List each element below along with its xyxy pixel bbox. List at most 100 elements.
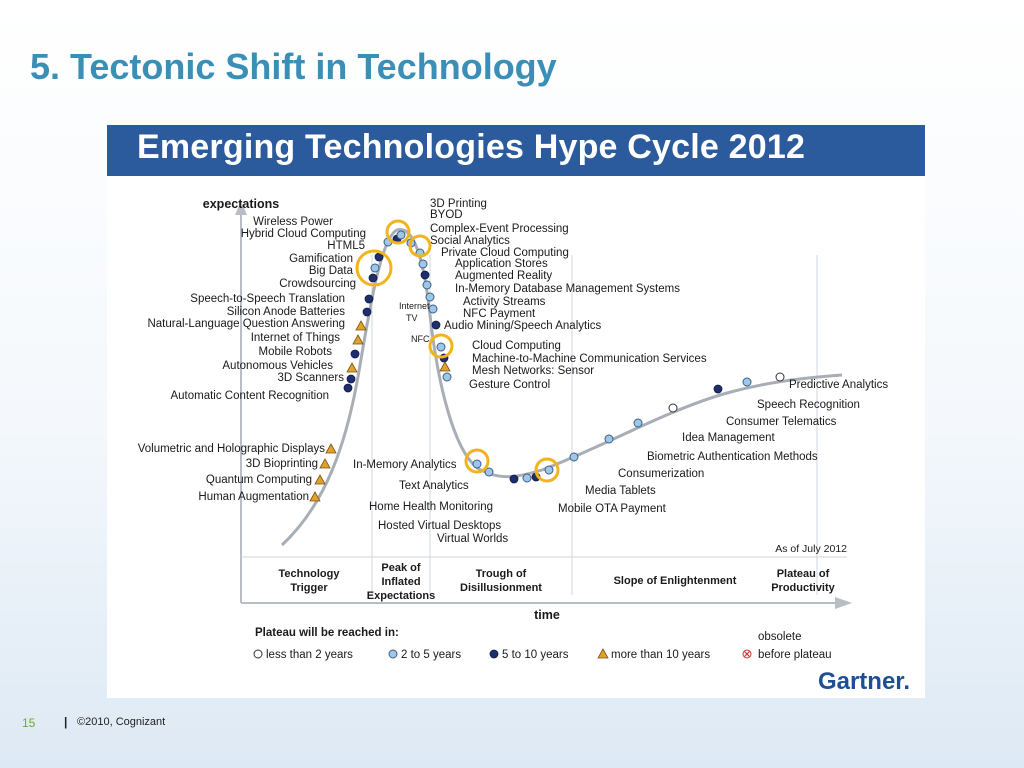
marker-3d-bioprinting <box>319 458 331 469</box>
label-crowdsourcing: Crowdsourcing <box>279 278 356 290</box>
label-speech-to-speech-translation: Speech-to-Speech Translation <box>190 293 345 305</box>
label-human-augmentation: Human Augmentation <box>198 491 309 503</box>
marker-predictive-analytics <box>775 372 785 382</box>
marker-volumetric-and-holographic-displays <box>325 443 337 454</box>
label-big-data: Big Data <box>309 265 354 277</box>
label-3d-scanners: 3D Scanners <box>278 372 345 384</box>
label-3d-bioprinting: 3D Bioprinting <box>246 458 318 470</box>
marker-internet-of-things <box>352 334 364 345</box>
marker-augmented-reality <box>420 270 430 280</box>
side-label-nfc: NFC <box>411 334 430 344</box>
footer-separator: | <box>64 715 68 729</box>
legend-marker-less-than-2-years <box>253 649 263 659</box>
marker-in-memory-database-management-systems <box>422 280 432 290</box>
label-biometric-authentication-methods: Biometric Authentication Methods <box>647 451 818 463</box>
label-quantum-computing: Quantum Computing <box>206 474 312 486</box>
label-consumer-telematics: Consumer Telematics <box>726 416 837 428</box>
label-social-analytics: Social Analytics <box>430 235 510 247</box>
label-private-cloud-computing: Private Cloud Computing <box>441 247 569 259</box>
marker-mesh-networks-sensor <box>439 361 451 372</box>
label-mobile-robots: Mobile Robots <box>258 346 332 358</box>
hype-cycle-figure: Emerging Technologies Hype Cycle 2012 ex… <box>107 125 925 698</box>
label-hosted-virtual-desktops: Hosted Virtual Desktops <box>378 520 501 532</box>
label-media-tablets: Media Tablets <box>585 485 656 497</box>
highlight-ring-1 <box>385 219 411 245</box>
marker-audio-mining-speech-analytics <box>431 320 441 330</box>
marker-in-memory-analytics <box>472 459 482 469</box>
label-automatic-content-recognition: Automatic Content Recognition <box>170 390 329 402</box>
as-of-label: As of July 2012 <box>775 543 847 555</box>
label-html5: HTML5 <box>327 240 365 252</box>
label-audio-mining-speech-analytics: Audio Mining/Speech Analytics <box>444 320 602 332</box>
marker-consumerization <box>604 434 614 444</box>
label-complex-event-processing: Complex-Event Processing <box>430 223 569 235</box>
label-virtual-worlds: Virtual Worlds <box>437 533 508 545</box>
marker-hosted-virtual-desktops <box>522 473 532 483</box>
marker-speech-recognition <box>742 377 752 387</box>
phase-label-5-line-2: Productivity <box>771 582 835 594</box>
label-wireless-power: Wireless Power <box>253 216 333 228</box>
label-silicon-anode-batteries: Silicon Anode Batteries <box>227 306 346 318</box>
marker-crowdsourcing <box>368 273 378 283</box>
label-mobile-ota-payment: Mobile OTA Payment <box>558 503 667 515</box>
marker-automatic-content-recognition <box>343 383 353 393</box>
marker-quantum-computing <box>314 474 326 485</box>
side-label-internet: Internet <box>399 301 430 311</box>
highlight-ring-3 <box>355 249 393 287</box>
slide-title: 5. Tectonic Shift in Technology <box>30 46 557 87</box>
phase-label-5-line-1: Plateau of <box>777 568 830 580</box>
marker-home-health-monitoring <box>509 474 519 484</box>
label-application-stores: Application Stores <box>455 258 548 270</box>
label-cloud-computing: Cloud Computing <box>472 340 561 352</box>
label-internet-of-things: Internet of Things <box>251 332 341 344</box>
hype-curve <box>280 228 843 547</box>
x-axis-label: time <box>534 608 560 622</box>
highlight-ring-4 <box>428 333 454 359</box>
phase-label-1-line-1: Technology <box>279 568 341 580</box>
label-home-health-monitoring: Home Health Monitoring <box>369 501 493 513</box>
marker-nfc-payment <box>428 304 438 314</box>
marker-silicon-anode-batteries <box>362 307 372 317</box>
label-gamification: Gamification <box>289 253 353 265</box>
label-autonomous-vehicles: Autonomous Vehicles <box>222 360 333 372</box>
legend-label-obsolete-line2: before plateau <box>758 649 832 661</box>
marker-mobile-robots <box>350 349 360 359</box>
label-speech-recognition: Speech Recognition <box>757 399 860 411</box>
label-byod: BYOD <box>430 209 463 221</box>
legend-label-2-to-5-years: 2 to 5 years <box>401 649 461 661</box>
label-in-memory-database-management-systems: In-Memory Database Management Systems <box>455 283 680 295</box>
label-consumerization: Consumerization <box>618 468 704 480</box>
marker-activity-streams <box>425 292 435 302</box>
gartner-logo: Gartner. <box>818 668 910 695</box>
legend-label-obsolete-line1: obsolete <box>758 631 801 643</box>
label-3d-printing: 3D Printing <box>430 198 487 210</box>
marker-application-stores <box>418 259 428 269</box>
marker-gesture-control <box>442 372 452 382</box>
phase-label-3-line-2: Disillusionment <box>460 582 542 594</box>
label-augmented-reality: Augmented Reality <box>455 270 552 282</box>
marker-text-analytics <box>484 467 494 477</box>
label-mesh-networks-sensor: Mesh Networks: Sensor <box>472 365 594 377</box>
phase-label-1-line-2: Trigger <box>290 582 328 594</box>
marker-big-data <box>370 263 380 273</box>
marker-mobile-ota-payment <box>544 465 554 475</box>
phase-label-4-line-1: Slope of Enlightenment <box>614 575 737 587</box>
legend-label-less-than-2-years: less than 2 years <box>266 649 353 661</box>
marker-cloud-computing <box>436 342 446 352</box>
label-predictive-analytics: Predictive Analytics <box>789 379 888 391</box>
highlight-ring-2 <box>408 234 432 258</box>
label-text-analytics: Text Analytics <box>399 480 469 492</box>
highlight-ring-5 <box>464 448 490 474</box>
page-number: 15 <box>22 716 36 730</box>
hype-cycle-chart: expectations time As of July 2012 Technolog… <box>138 197 910 695</box>
marker-speech-to-speech-translation <box>364 294 374 304</box>
legend-marker-2-to-5-years <box>388 649 398 659</box>
label-gesture-control: Gesture Control <box>469 379 550 391</box>
legend-marker-obsolete-x <box>744 651 750 657</box>
label-volumetric-and-holographic-displays: Volumetric and Holographic Displays <box>138 443 326 455</box>
label-natural-language-question-answering: Natural-Language Question Answering <box>147 318 345 330</box>
legend-label-more-than-10-years: more than 10 years <box>611 649 710 661</box>
marker-3d-scanners <box>346 374 356 384</box>
marker-media-tablets <box>569 452 579 462</box>
marker-biometric-authentication-methods <box>633 418 643 428</box>
